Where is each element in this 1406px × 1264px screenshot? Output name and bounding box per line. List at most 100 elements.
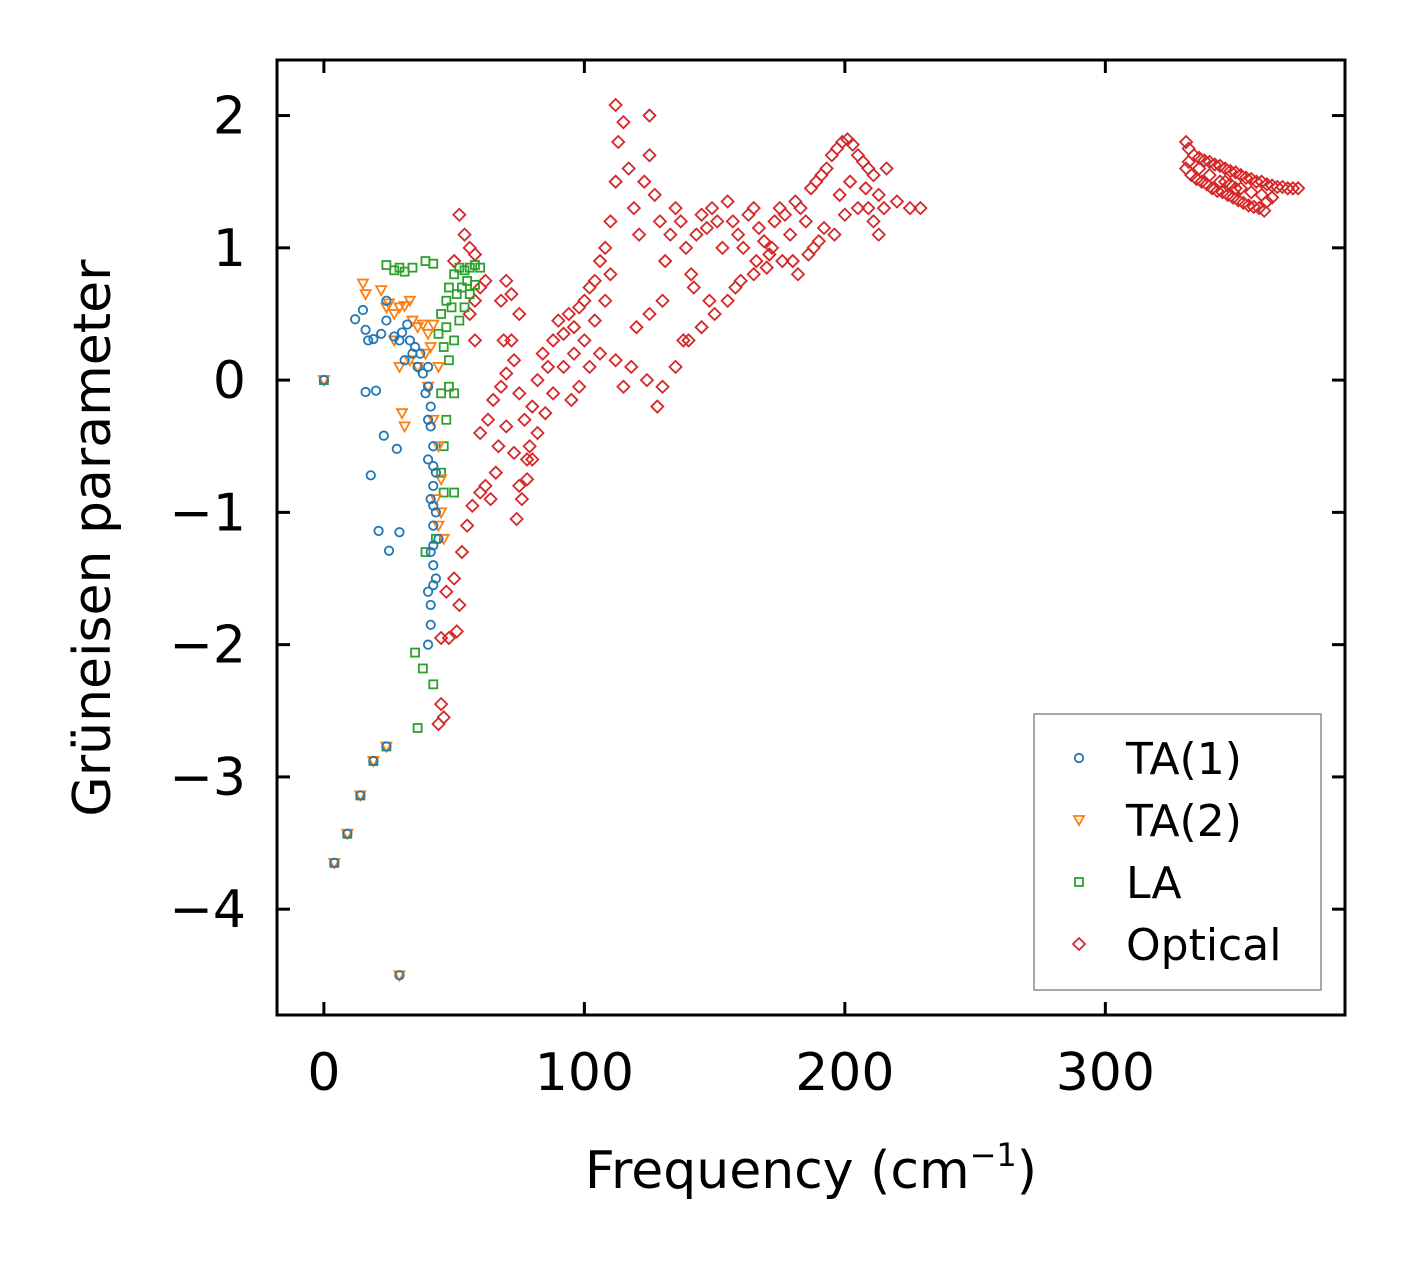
data-point-la [412,723,423,733]
data-point-ta1 [394,527,405,538]
data-point-optical [749,253,764,269]
data-point-optical [597,240,613,256]
data-point-ta1 [357,304,369,316]
data-point-optical [673,214,689,229]
data-point-la [449,388,460,399]
data-point-optical [631,227,647,242]
data-point-optical [467,247,483,262]
data-point-la [451,289,462,300]
data-point-optical [694,319,709,335]
data-point-ta1 [399,355,410,366]
data-point-ta1 [430,467,441,478]
data-point-optical [478,273,493,289]
data-point-optical [814,167,829,183]
data-point-optical [681,333,696,348]
data-point-optical [686,280,702,295]
data-point-optical [689,227,704,242]
data-point-optical [650,399,665,414]
data-point-optical [577,293,592,309]
data-point-la [428,679,439,690]
data-markers [317,97,1306,983]
data-point-la [438,342,449,352]
data-point-optical [592,346,608,361]
data-point-optical [621,161,636,176]
data-point-ta1 [360,386,371,398]
data-point-la [436,309,447,319]
data-point-la [436,388,447,399]
data-point-optical [511,386,527,401]
data-point-optical [467,293,483,309]
data-point-optical [566,319,582,335]
data-point-optical [1212,174,1228,189]
data-point-la [444,355,454,366]
data-point-ta1 [368,333,379,345]
data-point-optical [861,161,876,176]
legend-marker-ta1 [1073,752,1085,764]
data-point-ta1 [350,314,361,325]
y-tick-label: −2 [169,616,246,676]
data-point-optical [433,630,449,646]
data-point-ta2 [429,494,443,506]
data-point-optical [452,597,467,613]
data-point-la [420,256,431,266]
y-tick-label: −1 [169,483,246,543]
data-point-la [464,289,475,300]
data-point-optical [629,319,644,335]
data-point-ta2 [421,328,435,341]
data-point-ta2 [359,289,373,301]
data-point-optical [472,425,488,441]
data-point-optical [1249,174,1264,189]
data-point-optical [683,267,699,282]
data-point-optical [746,200,761,216]
data-point-optical [733,273,748,289]
data-point-optical [834,134,850,150]
data-point-ta2 [431,441,446,454]
data-point-ta1 [368,755,379,767]
data-point-la [420,547,431,557]
data-point-optical [498,366,514,381]
data-point-ta1 [430,573,441,584]
data-point-optical [506,352,522,368]
data-point-ta2 [387,335,401,348]
data-point-la [459,265,470,276]
data-point-optical [472,485,488,500]
data-point-optical [556,359,571,375]
data-point-optical [824,147,840,163]
data-point-optical [446,253,462,269]
data-point-ta1 [425,546,436,558]
data-point-optical [642,306,657,322]
legend-label-la: LA [1126,858,1182,909]
data-point-optical [1270,179,1285,195]
x-axis-label: Frequency (cm−1) [585,1136,1037,1201]
data-point-optical [746,267,761,282]
data-point-ta1 [422,639,434,650]
data-point-optical [694,207,709,223]
data-point-optical [587,273,603,289]
data-point-optical [876,200,892,216]
data-point-optical [1280,181,1295,196]
data-point-ta2 [418,348,433,361]
data-point-optical [767,214,782,229]
data-point-ta2 [398,421,412,434]
legend-label-ta2: TA(2) [1125,796,1242,847]
data-point-optical [577,333,592,348]
data-point-ta1 [329,857,340,868]
data-point-ta1 [422,454,434,465]
data-point-optical [538,405,553,421]
data-point-ta1 [318,374,329,386]
data-point-optical [704,200,720,216]
x-tick-label: 200 [795,1043,894,1103]
data-point-optical [603,267,618,282]
data-point-optical [493,379,509,394]
data-point-optical [530,425,545,441]
data-point-ta1 [365,470,376,481]
data-point-optical [587,313,603,328]
data-point-optical [647,187,662,203]
legend: TA(1) TA(2) LA Optical [1033,713,1322,991]
data-point-ta2 [387,309,401,321]
x-tick-label: 0 [307,1043,340,1103]
data-point-optical [728,280,743,295]
data-point-ta1 [428,560,439,571]
data-point-optical [1233,181,1249,196]
data-point-optical [785,253,801,269]
